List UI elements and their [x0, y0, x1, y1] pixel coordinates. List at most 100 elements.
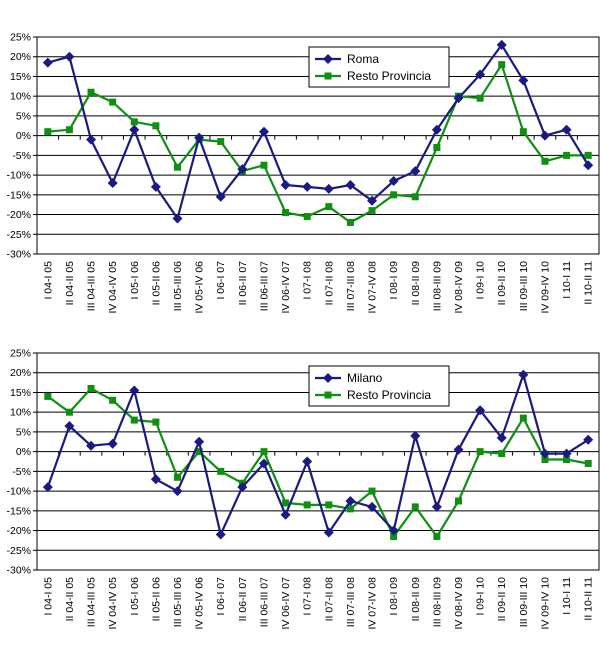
- x-tick-label: I 09-I 10: [475, 577, 487, 616]
- data-point: [217, 138, 225, 146]
- x-tick-label: III 04-III 05: [86, 261, 98, 311]
- data-point: [282, 499, 290, 507]
- data-point: [42, 57, 53, 68]
- data-point: [476, 448, 484, 456]
- x-tick-label: II 10-II 11: [583, 577, 595, 621]
- x-tick-label: II 05-II 06: [150, 261, 162, 306]
- y-tick-label: 15%: [10, 387, 31, 399]
- data-point: [129, 385, 140, 396]
- data-point: [563, 151, 571, 159]
- data-point: [282, 209, 290, 217]
- x-tick-label: IV 08-IV 09: [453, 261, 465, 314]
- x-tick-label: I 04-I 05: [42, 577, 54, 616]
- x-tick-label: III 05-III 06: [172, 577, 184, 627]
- data-point: [258, 458, 269, 469]
- x-tick-label: IV 09-IV 10: [539, 261, 551, 314]
- data-point: [130, 118, 138, 126]
- y-tick-label: -30%: [6, 249, 31, 261]
- data-point: [563, 456, 571, 464]
- data-point: [130, 416, 138, 424]
- x-tick-label: IV 07-IV 08: [367, 261, 379, 314]
- data-point: [86, 134, 97, 145]
- x-tick-label: II 08-II 09: [410, 577, 422, 622]
- data-point: [260, 161, 268, 169]
- data-point: [152, 418, 160, 426]
- data-point: [519, 414, 527, 422]
- data-point: [345, 179, 356, 190]
- data-point: [539, 130, 550, 141]
- data-point: [541, 157, 549, 165]
- data-point: [65, 126, 73, 134]
- y-tick-label: 15%: [10, 71, 31, 83]
- data-point: [584, 459, 592, 467]
- data-point: [561, 448, 572, 459]
- x-tick-label: I 06-I 07: [215, 261, 227, 300]
- data-point: [152, 122, 160, 130]
- chart-1: 25% 20% 15% 10% 5% 0% -5% -10% -15% -20% -25% -30% I…: [6, 32, 600, 314]
- data-point: [323, 527, 334, 538]
- data-point: [496, 39, 507, 50]
- data-point: [541, 456, 549, 464]
- data-point: [367, 501, 378, 512]
- y-tick-label: -5%: [12, 150, 31, 162]
- data-point: [107, 177, 118, 188]
- y-tick-label: -5%: [12, 466, 31, 478]
- legend-marker: [323, 373, 333, 383]
- data-point: [583, 160, 594, 171]
- y-tick-label: 10%: [10, 91, 31, 103]
- x-tick-label: IV 06-IV 07: [280, 261, 292, 314]
- data-point: [174, 473, 181, 481]
- x-tick-label: IV 08-IV 09: [453, 577, 465, 630]
- x-tick-label: II 04-II 05: [64, 577, 76, 622]
- x-tick-label: I 10-I 11: [561, 261, 573, 299]
- data-point: [539, 448, 550, 459]
- x-tick-label: II 09-II 10: [496, 577, 508, 622]
- data-point: [561, 124, 572, 135]
- data-point: [410, 166, 421, 177]
- data-point: [215, 529, 226, 540]
- x-tick-label: III 08-III 09: [431, 261, 443, 311]
- x-tick-label: III 06-III 07: [258, 261, 270, 311]
- y-tick-label: 20%: [10, 367, 31, 379]
- y-tick-label: -20%: [6, 525, 31, 537]
- x-tick-label: IV 09-IV 10: [539, 577, 551, 630]
- x-tick-label: I 10-I 11: [561, 577, 573, 615]
- data-point: [410, 430, 421, 441]
- data-point: [194, 436, 205, 447]
- data-point: [583, 434, 594, 445]
- x-tick-label: II 08-II 09: [410, 261, 422, 306]
- x-tick-label: IV 04-IV 05: [107, 577, 119, 630]
- x-tick-label: III 05-III 06: [172, 261, 184, 311]
- x-tick-label: III 09-III 10: [518, 261, 530, 311]
- y-tick-label: 20%: [10, 51, 31, 63]
- y-tick-label: -25%: [6, 229, 31, 241]
- data-point: [390, 532, 398, 540]
- data-point: [346, 505, 354, 513]
- x-tick-label: I 08-I 09: [388, 577, 400, 616]
- data-point: [109, 396, 117, 404]
- data-point: [475, 405, 486, 416]
- data-point: [519, 128, 527, 136]
- data-point: [237, 482, 248, 493]
- data-point: [194, 132, 205, 143]
- legend-label: Resto Provincia: [347, 388, 431, 402]
- data-point: [325, 501, 333, 509]
- legend-box: [308, 46, 450, 88]
- y-tick-label: -30%: [6, 565, 31, 577]
- data-point: [215, 191, 226, 202]
- legend: Roma Resto Provincia: [308, 46, 450, 88]
- data-point: [388, 525, 399, 536]
- data-point: [498, 61, 506, 69]
- data-point: [475, 69, 486, 80]
- y-tick-label: 5%: [16, 426, 31, 438]
- series-line: [46, 373, 589, 536]
- x-tick-label: I 05-I 06: [129, 261, 141, 300]
- series-line: [47, 43, 590, 220]
- x-tick-label: III 09-III 10: [518, 577, 530, 627]
- legend: Milano Resto Provincia: [308, 365, 450, 407]
- data-point: [129, 124, 140, 135]
- x-tick-label: IV 07-IV 08: [367, 577, 379, 630]
- data-point: [367, 195, 378, 206]
- x-tick-label: IV 05-IV 06: [194, 261, 206, 314]
- data-point: [368, 487, 376, 495]
